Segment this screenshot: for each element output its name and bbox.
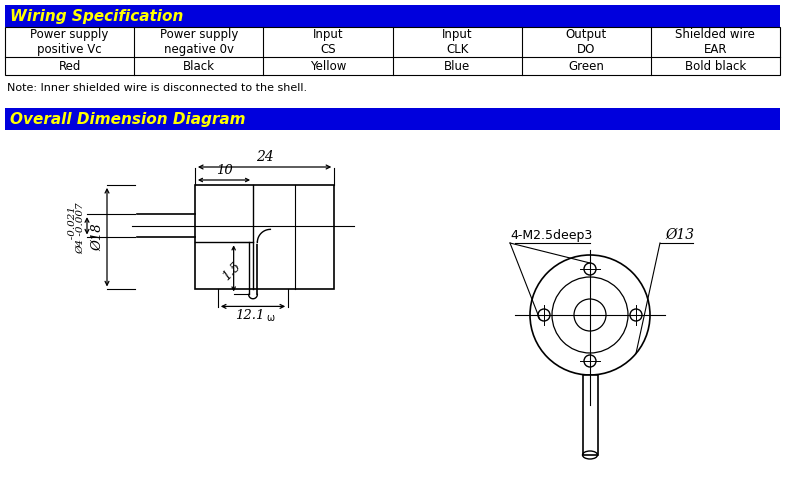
Text: Note: Inner shielded wire is disconnected to the shell.: Note: Inner shielded wire is disconnecte… <box>7 83 307 93</box>
Text: ω: ω <box>266 313 274 323</box>
Text: Power supply
negative 0v: Power supply negative 0v <box>159 28 238 56</box>
Text: -0.021: -0.021 <box>68 206 77 250</box>
Text: Input
CLK: Input CLK <box>442 28 473 56</box>
Text: 12.1: 12.1 <box>236 309 265 322</box>
Text: 24: 24 <box>256 150 273 164</box>
Text: Output
DO: Output DO <box>566 28 607 56</box>
Text: Overall Dimension Diagram: Overall Dimension Diagram <box>10 112 246 126</box>
Text: Shielded wire
EAR: Shielded wire EAR <box>675 28 755 56</box>
Text: Green: Green <box>568 59 604 72</box>
Text: Black: Black <box>183 59 215 72</box>
Bar <box>5 27 780 75</box>
Text: 10: 10 <box>216 164 232 177</box>
Text: Blue: Blue <box>444 59 470 72</box>
Text: Ø13: Ø13 <box>665 228 694 242</box>
Bar <box>5 5 780 27</box>
Text: Ø4 -0.007: Ø4 -0.007 <box>76 202 85 254</box>
Text: Bold black: Bold black <box>685 59 746 72</box>
Bar <box>195 185 334 289</box>
Bar <box>582 375 597 455</box>
Text: 4-M2.5deep3: 4-M2.5deep3 <box>510 228 592 241</box>
Text: 1.5: 1.5 <box>220 260 243 283</box>
Text: Ø18: Ø18 <box>91 223 104 251</box>
Text: Yellow: Yellow <box>310 59 346 72</box>
Bar <box>5 108 780 130</box>
Text: Power supply
positive Vc: Power supply positive Vc <box>31 28 109 56</box>
Text: Wiring Specification: Wiring Specification <box>10 9 184 23</box>
Text: Red: Red <box>58 59 81 72</box>
Text: Input
CS: Input CS <box>312 28 343 56</box>
